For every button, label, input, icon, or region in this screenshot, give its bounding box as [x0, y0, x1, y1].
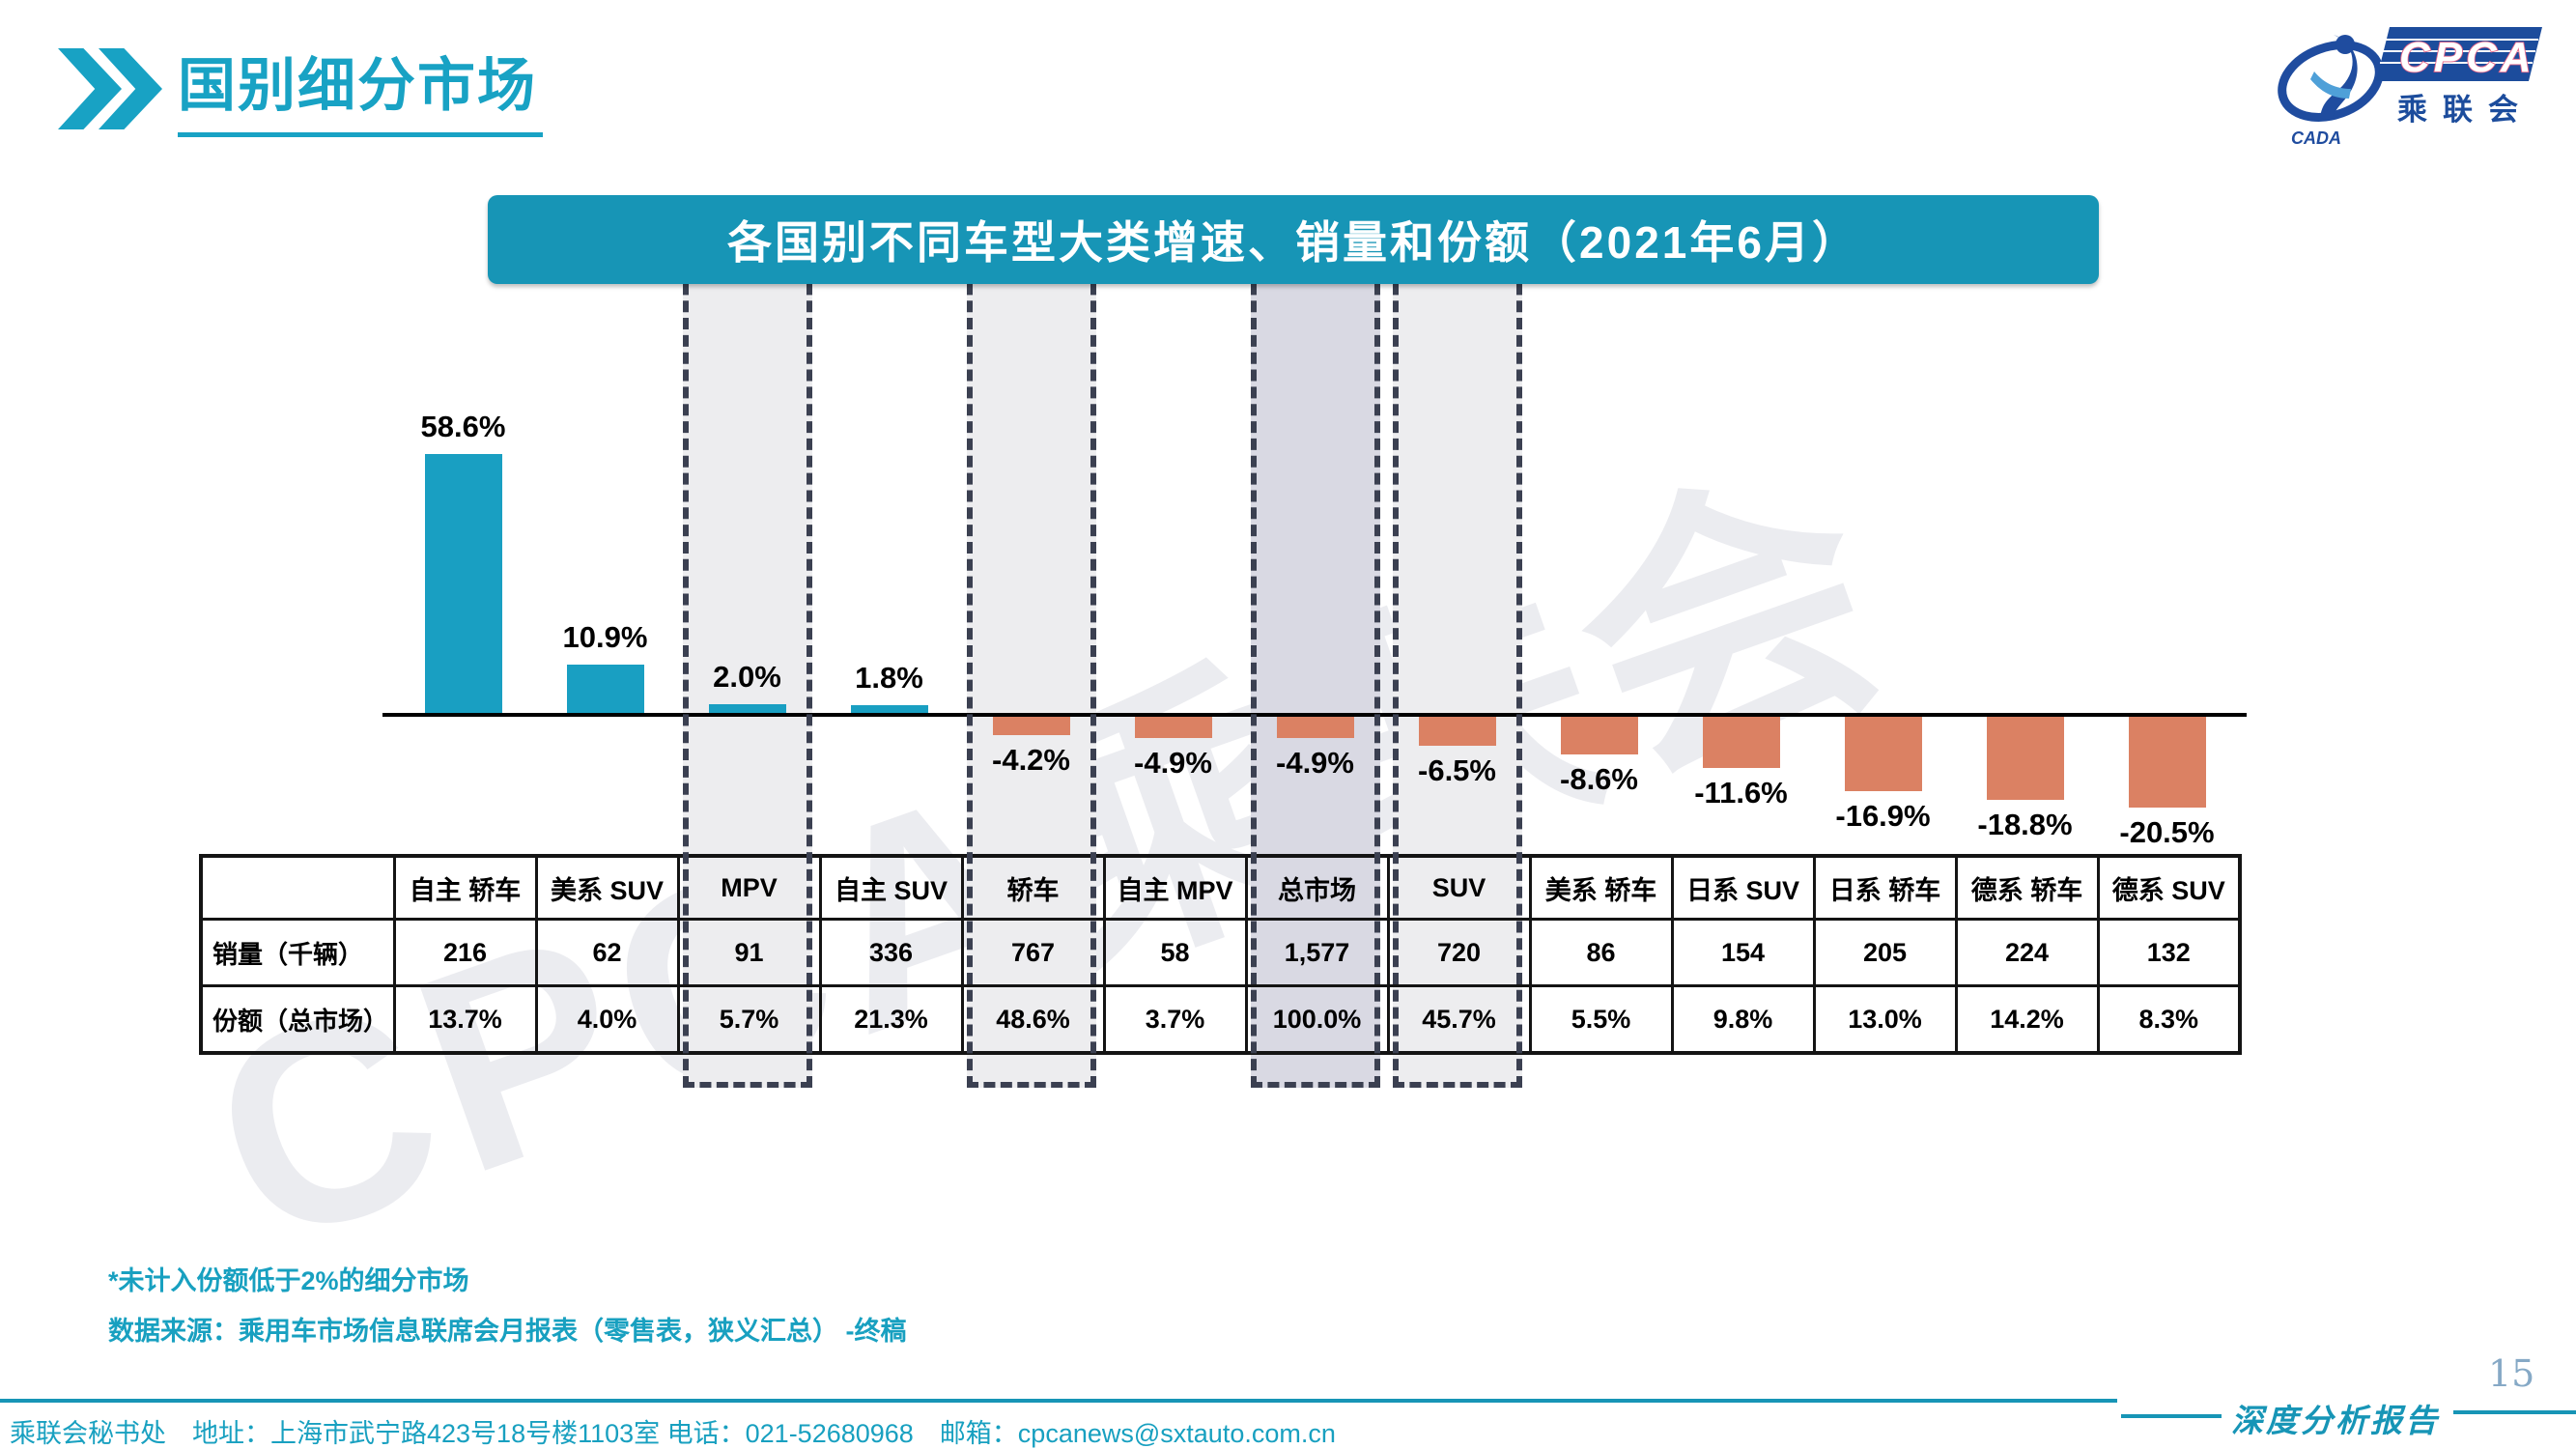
growth-value-label: 1.8%: [855, 660, 923, 695]
share-cell: 5.7%: [676, 984, 822, 1055]
growth-value-label: -6.5%: [1418, 753, 1496, 787]
sales-cell: 336: [818, 918, 964, 987]
share-cell: 45.7%: [1386, 984, 1532, 1055]
growth-value-label: -4.9%: [1134, 746, 1212, 781]
share-cell: 8.3%: [2096, 984, 2242, 1055]
growth-bar: [1702, 717, 1780, 768]
table-header-cell: MPV: [676, 854, 822, 921]
table-header-cell: 自主 轿车: [392, 854, 538, 921]
share-cell: 4.0%: [534, 984, 680, 1055]
growth-value-label: -11.6%: [1694, 776, 1788, 810]
table-header-cell: 德系 SUV: [2096, 854, 2242, 921]
growth-bar: [1134, 717, 1212, 739]
cpca-cn-label: 乘联会: [2397, 93, 2534, 127]
growth-bar: [992, 717, 1070, 736]
cpca-logo: CADA CPCA 乘联会: [2276, 21, 2546, 154]
cada-label: CADA: [2291, 128, 2341, 148]
table-header-cell: 轿车: [960, 854, 1106, 921]
sales-cell: 86: [1528, 918, 1674, 987]
growth-value-label: -8.6%: [1560, 762, 1638, 797]
table-header-cell: SUV: [1386, 854, 1532, 921]
cpca-logo-graphic: CADA CPCA 乘联会: [2278, 27, 2542, 148]
page-title: 国别细分市场: [178, 39, 543, 137]
growth-bar: [708, 703, 786, 713]
growth-value-label: -16.9%: [1835, 799, 1931, 834]
sales-cell: 205: [1812, 918, 1958, 987]
growth-value-label: -18.8%: [1977, 807, 2073, 841]
footer-contact-info: 乘联会秘书处 地址：上海市武宁路423号18号楼1103室 电话：021-526…: [10, 1419, 1336, 1448]
share-cell: 21.3%: [818, 984, 964, 1055]
table-header-cell: 日系 SUV: [1670, 854, 1816, 921]
data-table-wrapper: 自主 轿车 美系 SUV MPV 自主 SUV 轿车 自主 MPV 总市场 SU…: [199, 854, 2242, 1055]
share-cell: 14.2%: [1954, 984, 2100, 1055]
growth-bar: [1276, 717, 1354, 739]
growth-bar: [850, 704, 928, 713]
footer-divider-line: [0, 1399, 2117, 1403]
growth-value-label: 10.9%: [562, 620, 648, 655]
page-number: 15: [2488, 1352, 2535, 1395]
growth-bar: [2128, 717, 2206, 808]
growth-bar: [1560, 717, 1638, 755]
share-cell: 5.5%: [1528, 984, 1674, 1055]
footnote-threshold: *未计入份额低于2%的细分市场: [108, 1266, 469, 1295]
sales-row-label: 销量（千辆）: [199, 918, 396, 987]
table-header-cell: 美系 SUV: [534, 854, 680, 921]
cada-figure-icon: [2320, 35, 2358, 120]
sales-cell: 58: [1102, 918, 1248, 987]
growth-value-label: -4.9%: [1276, 746, 1354, 781]
report-type-label: 深度分析报告: [2231, 1402, 2440, 1439]
sales-cell: 224: [1954, 918, 2100, 987]
x-axis-line: [382, 713, 2247, 717]
share-cell: 100.0%: [1244, 984, 1390, 1055]
table-header-cell: 日系 轿车: [1812, 854, 1958, 921]
table-header-cell: 自主 SUV: [818, 854, 964, 921]
table-header-row: 自主 轿车 美系 SUV MPV 自主 SUV 轿车 自主 MPV 总市场 SU…: [199, 854, 2242, 921]
chart-title-banner: 各国别不同车型大类增速、销量和份额（2021年6月）: [488, 195, 2099, 284]
table-header-cell: 总市场: [1244, 854, 1390, 921]
growth-value-label: -20.5%: [2119, 814, 2215, 849]
sales-cell: 154: [1670, 918, 1816, 987]
sales-cell: 132: [2096, 918, 2242, 987]
growth-value-label: 2.0%: [713, 659, 781, 694]
chart-title: 各国别不同车型大类增速、销量和份额（2021年6月）: [727, 217, 1859, 268]
growth-bar: [566, 665, 644, 713]
growth-bar: [424, 454, 502, 713]
sales-cell: 767: [960, 918, 1106, 987]
sales-cell: 720: [1386, 918, 1532, 987]
report-label-left-line: [2121, 1414, 2222, 1418]
double-chevron-icon: [58, 48, 162, 134]
footnote-data-source: 数据来源：乘用车市场信息联席会月报表（零售表，狭义汇总） -终稿: [108, 1317, 907, 1346]
sales-cell: 91: [676, 918, 822, 987]
table-header-cell: 德系 轿车: [1954, 854, 2100, 921]
growth-value-label: -4.2%: [992, 743, 1070, 778]
growth-value-label: 58.6%: [420, 410, 506, 444]
cpca-label: CPCA: [2399, 34, 2535, 81]
table-header-cell: 美系 轿车: [1528, 854, 1674, 921]
sales-cell: 1,577: [1244, 918, 1390, 987]
sales-cell: 216: [392, 918, 538, 987]
table-corner-cell: [199, 854, 396, 921]
table-share-row: 份额（总市场） 13.7% 4.0% 5.7% 21.3% 48.6% 3.7%…: [199, 984, 2242, 1055]
growth-bar: [1986, 717, 2064, 800]
share-cell: 48.6%: [960, 984, 1106, 1055]
report-label-right-line: [2453, 1410, 2576, 1414]
table-sales-row: 销量（千辆） 216 62 91 336 767 58 1,577 720 86…: [199, 918, 2242, 987]
share-cell: 3.7%: [1102, 984, 1248, 1055]
growth-bar: [1418, 717, 1496, 746]
share-cell: 13.7%: [392, 984, 538, 1055]
growth-bar: [1844, 717, 1922, 792]
table-header-cell: 自主 MPV: [1102, 854, 1248, 921]
share-row-label: 份额（总市场）: [199, 984, 396, 1055]
share-cell: 9.8%: [1670, 984, 1816, 1055]
sales-cell: 62: [534, 918, 680, 987]
share-cell: 13.0%: [1812, 984, 1958, 1055]
data-table: 自主 轿车 美系 SUV MPV 自主 SUV 轿车 自主 MPV 总市场 SU…: [199, 854, 2242, 1055]
